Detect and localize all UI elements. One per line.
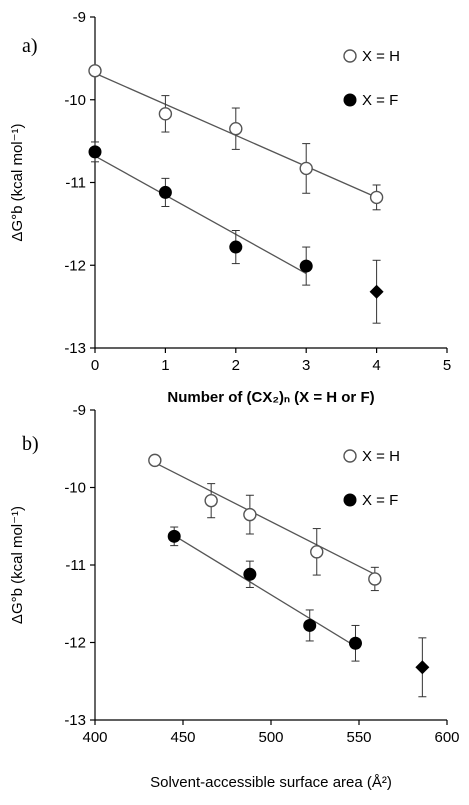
data-point-h [148, 453, 162, 468]
data-point-h [204, 493, 218, 508]
y-tick-label: -12 [64, 635, 86, 652]
fit-line [94, 155, 307, 275]
data-point-f [88, 145, 102, 159]
legend-marker-h [343, 449, 357, 463]
data-point-f [303, 618, 317, 632]
x-tick-label: 550 [346, 729, 371, 746]
legend-label: X = H [362, 48, 400, 65]
y-tick-label: -13 [64, 340, 86, 357]
data-point-f [167, 529, 181, 543]
x-tick-label: 450 [170, 729, 195, 746]
x-tick-label: 600 [434, 729, 459, 746]
data-point-f [299, 259, 313, 273]
fit-line [154, 462, 376, 575]
data-point-f [348, 636, 362, 650]
data-point-h [299, 161, 313, 176]
y-tick-label: -10 [64, 92, 86, 109]
data-point-h [368, 572, 382, 586]
data-point-f [158, 185, 172, 199]
legend-label: X = F [362, 92, 398, 109]
x-tick-label: 500 [258, 729, 283, 746]
y-tick-label: -11 [65, 557, 86, 574]
data-point-f [229, 240, 243, 254]
data-point-h [88, 64, 102, 78]
legend-marker-f [343, 93, 357, 107]
y-tick-label: -11 [65, 175, 86, 192]
data-point-h [158, 107, 173, 121]
x-tick-label: 4 [372, 357, 380, 374]
data-point-h [229, 122, 243, 136]
y-tick-label: -12 [64, 257, 86, 274]
x-tick-label: 3 [302, 357, 310, 374]
data-point-diamond [369, 284, 384, 299]
x-tick-label: 0 [91, 357, 99, 374]
fit-line [173, 534, 356, 647]
x-axis-label: Solvent-accessible surface area (Å²) [150, 774, 392, 791]
x-tick-label: 2 [232, 357, 240, 374]
x-axis-label: Number of (CX₂)ₙ (X = H or F) [167, 389, 374, 406]
y-tick-label: -9 [73, 402, 86, 419]
chart-panel-a: -9 -10 -11 -12 -13 0 1 2 3 4 5 a) Number of (CX₂)ₙ (… [9, 9, 451, 406]
data-point-diamond [415, 660, 430, 675]
legend-label: X = H [362, 448, 400, 465]
data-point-h [243, 507, 257, 522]
panel-label: a) [22, 35, 38, 57]
panel-label: b) [22, 433, 39, 455]
legend-marker-h [343, 49, 357, 63]
x-tick-label: 1 [161, 357, 169, 374]
data-point-h [369, 190, 384, 205]
y-tick-label: -9 [73, 9, 86, 26]
y-tick-label: -10 [64, 480, 86, 497]
legend-marker-f [343, 493, 357, 507]
x-tick-label: 5 [443, 357, 451, 374]
data-point-h [310, 545, 324, 559]
x-tick-label: 400 [82, 729, 107, 746]
y-tick-label: -13 [64, 712, 86, 729]
legend-label: X = F [362, 492, 398, 509]
y-axis-label: ΔG°b (kcal mol⁻¹) [9, 123, 26, 241]
y-axis-label: ΔG°b (kcal mol⁻¹) [9, 506, 26, 624]
data-point-f [243, 567, 257, 581]
